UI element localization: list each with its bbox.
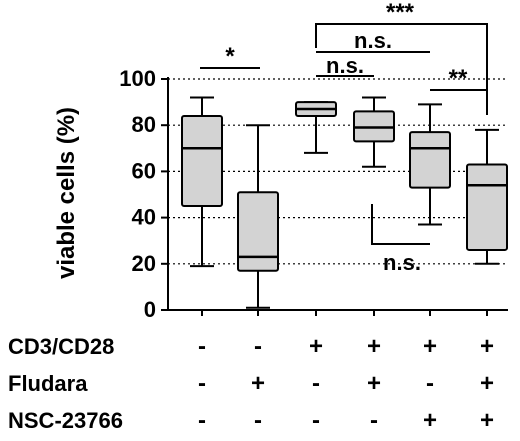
condition-sign-1-1: - (198, 333, 206, 360)
condition-sign-1-2: - (254, 333, 262, 360)
condition-sign-1-5: + (423, 333, 437, 360)
sig-label-1: * (225, 43, 235, 70)
y-axis-label: viable cells (%) (53, 107, 80, 279)
condition-sign-2-6: + (480, 370, 494, 397)
box-1 (181, 96, 223, 268)
sig-line-6 (371, 204, 430, 245)
condition-table: CD3/CD28 - - + + + + Fludara - + - + - + NSC-23766 - - - -… (8, 333, 494, 434)
condition-sign-1-3: + (309, 333, 323, 360)
condition-sign-3-5: + (423, 407, 437, 434)
box-4 (353, 96, 395, 168)
condition-sign-1-6: + (480, 333, 494, 360)
significance-brackets: * n.s.n.s.*****n.s. (200, 0, 488, 275)
condition-sign-2-3: - (312, 370, 320, 397)
condition-sign-2-2: + (251, 370, 265, 397)
boxes (181, 96, 508, 309)
axes (161, 77, 508, 316)
box-body-2 (237, 191, 279, 272)
y-tick-label-4: 80 (132, 112, 156, 137)
sig-label-2: n.s. (326, 53, 364, 78)
grid-lines (168, 78, 508, 265)
condition-sign-1-4: + (367, 333, 381, 360)
condition-sign-2-4: + (367, 370, 381, 397)
box-2 (237, 124, 279, 309)
condition-sign-3-3: - (312, 407, 320, 434)
sig-label-5: ** (449, 65, 468, 92)
condition-sign-3-4: - (370, 407, 378, 434)
box-6 (466, 128, 508, 265)
condition-label-1: CD3/CD28 (8, 334, 114, 359)
sig-label-4: *** (386, 0, 415, 26)
condition-label-2: Fludara (8, 371, 88, 396)
condition-sign-2-5: - (426, 370, 434, 397)
y-tick-labels: 0 20 40 60 80 100 (119, 66, 156, 322)
condition-label-3: NSC-23766 (8, 408, 123, 433)
y-tick-label-2: 40 (132, 205, 156, 230)
y-tick-label-0: 0 (144, 297, 156, 322)
sig-line-4 (315, 23, 488, 115)
y-tick-label-1: 20 (132, 251, 156, 276)
sig-label-6: n.s. (383, 250, 421, 275)
y-tick-label-5: 100 (119, 66, 156, 91)
condition-sign-2-1: - (198, 370, 206, 397)
box-5 (409, 103, 451, 226)
box-body-1 (181, 114, 223, 208)
condition-sign-3-1: - (198, 407, 206, 434)
condition-sign-3-2: - (254, 407, 262, 434)
condition-sign-3-6: + (480, 407, 494, 434)
box-body-6 (466, 163, 508, 251)
box-body-5 (409, 131, 451, 189)
y-tick-label-3: 60 (132, 158, 156, 183)
box-3 (295, 101, 337, 154)
sig-label-3: n.s. (354, 28, 392, 53)
